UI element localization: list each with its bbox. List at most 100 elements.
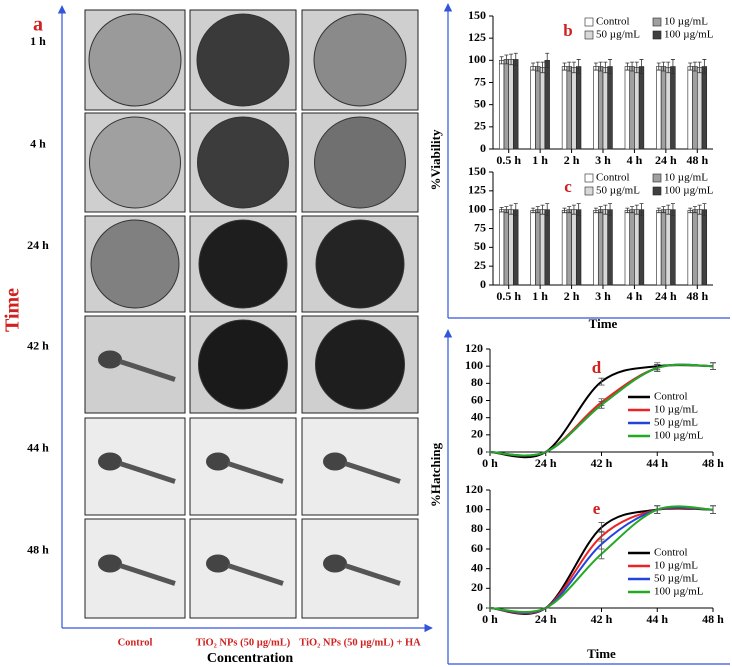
legend-label: 10 µg/mL [664, 172, 708, 184]
y-tick-label: 25 [474, 119, 486, 133]
x-tick-label: 3 h [595, 289, 611, 303]
bar [692, 209, 698, 286]
x-tick-label: 1 h [532, 289, 548, 303]
x-tick-label: 24 h [655, 153, 677, 167]
bar [656, 66, 662, 150]
bar [665, 209, 671, 286]
error-bar [562, 62, 567, 71]
x-axis-title: Time [589, 316, 618, 331]
bar [701, 66, 708, 150]
y-tick-label: 120 [465, 341, 483, 355]
legend-swatch [584, 17, 594, 27]
panel-label: e [593, 499, 601, 518]
legend-swatch [652, 173, 662, 183]
bar [638, 66, 645, 150]
error-bar [598, 548, 605, 560]
larva-body [119, 359, 176, 382]
error-bar [567, 206, 572, 214]
legend-swatch [652, 17, 662, 27]
embryo [198, 319, 288, 410]
legend-swatch [584, 173, 594, 183]
bar [593, 210, 599, 286]
error-bar [531, 62, 536, 71]
x-tick-label: 48 h [702, 612, 724, 626]
y-tick-label: 100 [465, 358, 483, 372]
error-bar [562, 207, 567, 214]
bar [544, 209, 550, 286]
bar [629, 209, 635, 286]
error-bar [571, 204, 576, 215]
legend-label: 100 µg/mL [664, 29, 714, 41]
error-bar [688, 62, 693, 71]
error-bar [598, 400, 605, 409]
x-tick-label: 4 h [627, 153, 643, 167]
error-bar [656, 207, 661, 214]
y-tick-label: 75 [474, 220, 486, 234]
embryo [197, 116, 289, 209]
error-bar [598, 377, 605, 386]
x-tick-label: 4 h [627, 289, 643, 303]
x-tick-label: 24 h [655, 289, 677, 303]
bar [701, 209, 708, 286]
bar [696, 67, 703, 150]
y-tick-label: 60 [471, 392, 483, 406]
error-bar [593, 207, 598, 214]
y-tick-label: 25 [474, 258, 486, 272]
embryo [90, 219, 180, 309]
larva-head [98, 554, 122, 573]
x-tick-label: 48 h [702, 456, 724, 470]
column-label: TiO₂ NPs (50 µg/mL) + HA [299, 637, 421, 648]
bar [503, 209, 510, 286]
error-bar [630, 206, 635, 214]
error-bar [666, 61, 671, 74]
y-tick-label: 0 [480, 141, 486, 155]
error-bar [608, 59, 613, 75]
legend-label: 50 µg/mL [596, 29, 640, 41]
x-tick-label: 48 h [686, 289, 708, 303]
larva-body [119, 461, 176, 484]
embryo [313, 13, 407, 107]
y-tick-label: 40 [471, 560, 483, 574]
legend-swatch [584, 186, 594, 196]
y-tick-label: 50 [474, 96, 486, 110]
larva-body [227, 563, 284, 586]
bar [624, 66, 631, 150]
error-bar [608, 203, 613, 217]
y-tick-label: 0 [480, 277, 486, 291]
legend-label: Control [596, 16, 630, 28]
x-tick-label: 44 h [646, 612, 668, 626]
x-tick-label: 0.5 h [496, 153, 521, 167]
bar [670, 209, 676, 286]
bar [607, 209, 613, 286]
bar [665, 67, 671, 150]
larva-body [344, 563, 401, 586]
error-bar [639, 59, 644, 75]
error-bar [630, 61, 635, 72]
bar [539, 67, 546, 150]
bar [508, 209, 514, 286]
embryo [198, 219, 288, 309]
bar [503, 59, 510, 150]
legend-label: 100 µg/mL [654, 586, 704, 598]
bar [498, 60, 505, 150]
legend-label: Control [654, 391, 688, 403]
bar [696, 209, 703, 286]
error-bar [535, 61, 540, 72]
x-tick-label: 0 h [482, 456, 498, 470]
y-axis-title: %Viability [428, 129, 443, 190]
x-tick-label: 2 h [564, 289, 580, 303]
bar [634, 67, 640, 150]
legend-swatch [652, 186, 662, 196]
row-label: 24 h [27, 238, 49, 252]
error-bar [509, 53, 514, 66]
error-bar [710, 505, 716, 514]
y-tick-label: 120 [465, 482, 483, 496]
legend-label: 50 µg/mL [654, 573, 698, 585]
x-tick-label: 42 h [591, 456, 613, 470]
error-bar [661, 61, 666, 72]
embryo [89, 116, 181, 209]
error-bar [670, 203, 675, 217]
bar [634, 209, 640, 286]
y-tick-label: 125 [468, 30, 486, 44]
error-bar [670, 59, 675, 75]
